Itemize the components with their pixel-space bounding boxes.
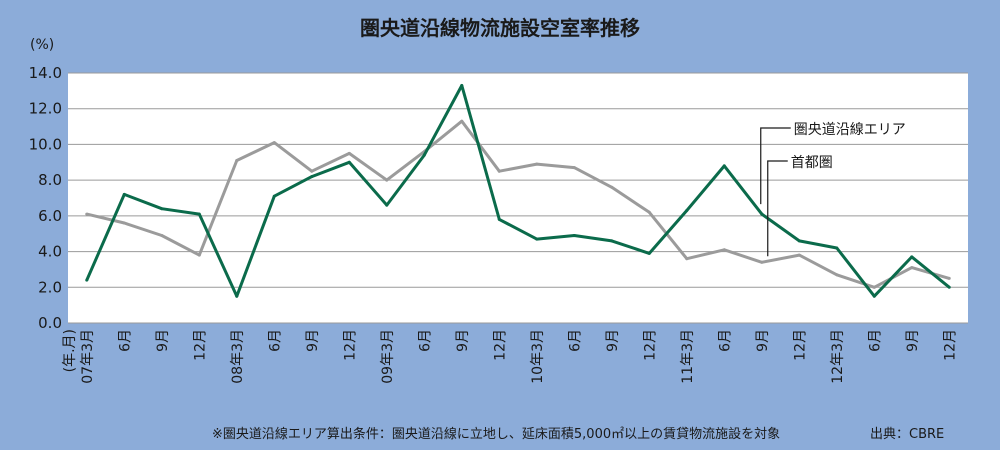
x-tick-label: 12月 (192, 329, 208, 361)
legend-leader-line (767, 160, 788, 257)
x-tick-label: 09年3月 (380, 329, 396, 384)
series-line (85, 84, 951, 298)
data-point (572, 166, 576, 170)
x-tick-label: 12年3月 (830, 329, 846, 384)
data-point (197, 212, 201, 216)
data-point (272, 141, 276, 145)
data-point (85, 212, 89, 216)
legend-leader-line (760, 127, 791, 205)
data-point (497, 217, 501, 221)
x-tick-label: 12月 (342, 329, 358, 361)
x-tick-label: 11年3月 (680, 329, 696, 384)
data-point (760, 260, 764, 264)
data-point (160, 207, 164, 211)
y-tick-label: 12.0 (29, 100, 62, 118)
data-point (460, 119, 464, 123)
data-point (610, 185, 614, 189)
data-point (347, 151, 351, 155)
x-tick-label: 6月 (867, 329, 883, 352)
data-point (947, 276, 951, 280)
data-point (85, 278, 89, 282)
x-tick-label: 9月 (305, 329, 321, 352)
data-point (872, 285, 876, 289)
x-tick-label: 9月 (455, 329, 471, 352)
data-point (910, 266, 914, 270)
y-tick-label: 10.0 (29, 135, 62, 153)
x-tick-label: 6月 (567, 329, 583, 352)
data-point (685, 257, 689, 261)
x-tick-label: 12月 (942, 329, 958, 361)
data-point (497, 169, 501, 173)
data-point (760, 212, 764, 216)
y-tick-label: 8.0 (38, 171, 62, 189)
data-point (347, 160, 351, 164)
y-tick-label: 0.0 (38, 314, 62, 332)
x-axis-label: (年.月) (62, 329, 78, 372)
data-point (460, 84, 464, 87)
data-point (272, 194, 276, 198)
data-point (647, 251, 651, 255)
x-tick-label: 08年3月 (230, 329, 246, 384)
data-point (310, 175, 314, 179)
y-tick-label: 14.0 (29, 64, 62, 82)
data-point (947, 285, 951, 289)
x-tick-label: 6月 (717, 329, 733, 352)
data-point (872, 294, 876, 298)
data-point (122, 221, 126, 225)
chart-title: 圏央道沿線物流施設空室率推移 (360, 16, 640, 40)
x-tick-label: 6月 (117, 329, 133, 352)
data-point (385, 178, 389, 182)
data-point (535, 162, 539, 166)
x-tick-label: 12月 (492, 329, 508, 361)
x-tick-label: 07年3月 (80, 329, 96, 384)
y-tick-label: 6.0 (38, 207, 62, 225)
x-tick-label: 12月 (792, 329, 808, 361)
plot-area (68, 73, 968, 323)
data-point (797, 253, 801, 257)
source-credit: 出典：CBRE (870, 427, 945, 442)
y-axis-unit: (%) (30, 37, 55, 53)
x-tick-label: 6月 (417, 329, 433, 352)
data-point (235, 159, 239, 162)
y-tick-label: 2.0 (38, 278, 62, 296)
legend-label: 首都圏 (791, 155, 833, 171)
legend-label: 圏央道沿線エリア (794, 122, 906, 138)
data-point (797, 239, 801, 243)
data-point (722, 248, 726, 252)
data-point (310, 169, 314, 173)
series-line (86, 119, 950, 289)
x-tick-label: 9月 (605, 329, 621, 352)
data-point (610, 239, 614, 243)
data-point (535, 237, 539, 241)
footnote: ※圏央道沿線エリア算出条件：圏央道沿線に立地し、延床面積5,000㎡以上の賃貸物… (212, 427, 781, 442)
data-point (910, 255, 914, 259)
data-point (235, 294, 239, 298)
data-point (160, 234, 164, 237)
data-point (197, 253, 201, 257)
x-tick-label: 9月 (755, 329, 771, 352)
data-point (572, 234, 576, 237)
x-tick-label: 12月 (642, 329, 658, 361)
data-point (122, 192, 126, 196)
data-point (647, 210, 651, 214)
x-tick-label: 9月 (905, 329, 921, 352)
y-tick-label: 4.0 (38, 243, 62, 261)
data-point (722, 164, 726, 168)
x-tick-label: 9月 (155, 329, 171, 352)
data-point (835, 246, 839, 250)
data-point (385, 203, 389, 207)
x-tick-label: 6月 (267, 329, 283, 352)
x-tick-label: 10年3月 (530, 329, 546, 384)
data-point (835, 273, 839, 277)
data-point (422, 153, 426, 157)
data-point (685, 209, 689, 212)
